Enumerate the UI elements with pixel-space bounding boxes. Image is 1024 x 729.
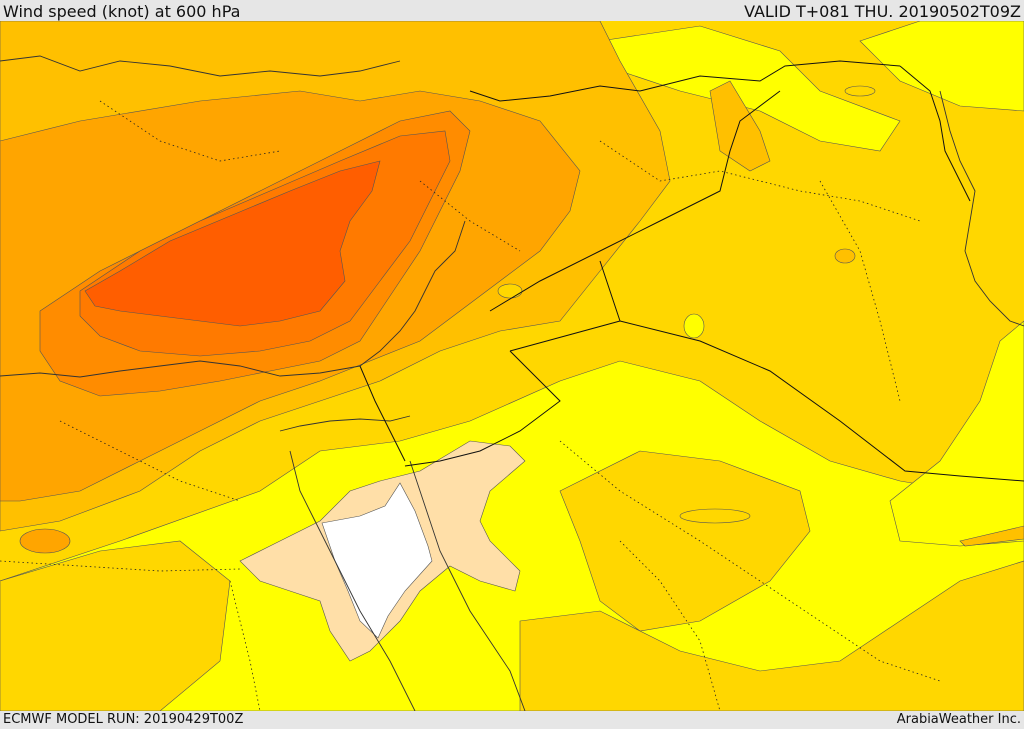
coastline-black-sea <box>0 55 401 77</box>
border-iraq-saudi <box>619 320 1024 482</box>
valid-time: VALID T+081 THU. 20190502T09Z <box>744 2 1021 21</box>
blob-2 <box>834 248 856 264</box>
border-turkey-syria <box>469 60 901 102</box>
blob-6 <box>19 528 71 554</box>
coastline-turkey-south <box>0 360 361 378</box>
header-bar: Wind speed (knot) at 600 hPa VALID T+081… <box>0 0 1024 21</box>
border-jordan-saudi <box>404 350 561 467</box>
field-yellow-south <box>0 360 1024 711</box>
footer-bar: ECMWF MODEL RUN: 20190429T00Z ArabiaWeat… <box>0 711 1024 729</box>
field-amber-east-blob <box>709 80 771 172</box>
field-gold-south-1 <box>559 450 811 632</box>
model-run: ECMWF MODEL RUN: 20190429T00Z <box>3 712 244 727</box>
field-yellow-east <box>889 320 1024 547</box>
border-egypt-sudan-sinai <box>359 365 406 462</box>
map-canvas <box>0 21 1024 711</box>
blob-5 <box>959 525 1024 547</box>
coastline-egypt-north <box>279 415 411 432</box>
field-gold-west <box>0 540 231 711</box>
blob-4 <box>679 508 751 524</box>
coastline-gulf <box>939 90 1024 327</box>
internal-borders <box>0 100 941 711</box>
blob-1 <box>683 313 705 339</box>
map-title: Wind speed (knot) at 600 hPa <box>3 2 241 21</box>
field-gold-south-2 <box>519 560 1024 711</box>
blob-7 <box>844 85 876 97</box>
coastline-red-sea-east <box>409 460 526 711</box>
border-jordan-iraq <box>509 260 621 352</box>
field-red-orange <box>84 160 381 327</box>
blob-3 <box>497 283 523 299</box>
wind-speed-map <box>0 21 1024 711</box>
field-white <box>321 482 433 639</box>
field-yellow-northeast <box>859 21 1024 112</box>
coastline-levant <box>359 220 466 367</box>
credit-text: ArabiaWeather Inc. <box>896 712 1021 727</box>
border-iran-iraq <box>899 65 971 202</box>
field-yellow-north <box>599 25 901 152</box>
coastline-red-sea-west <box>289 450 416 711</box>
border-syria-iraq <box>489 90 781 312</box>
